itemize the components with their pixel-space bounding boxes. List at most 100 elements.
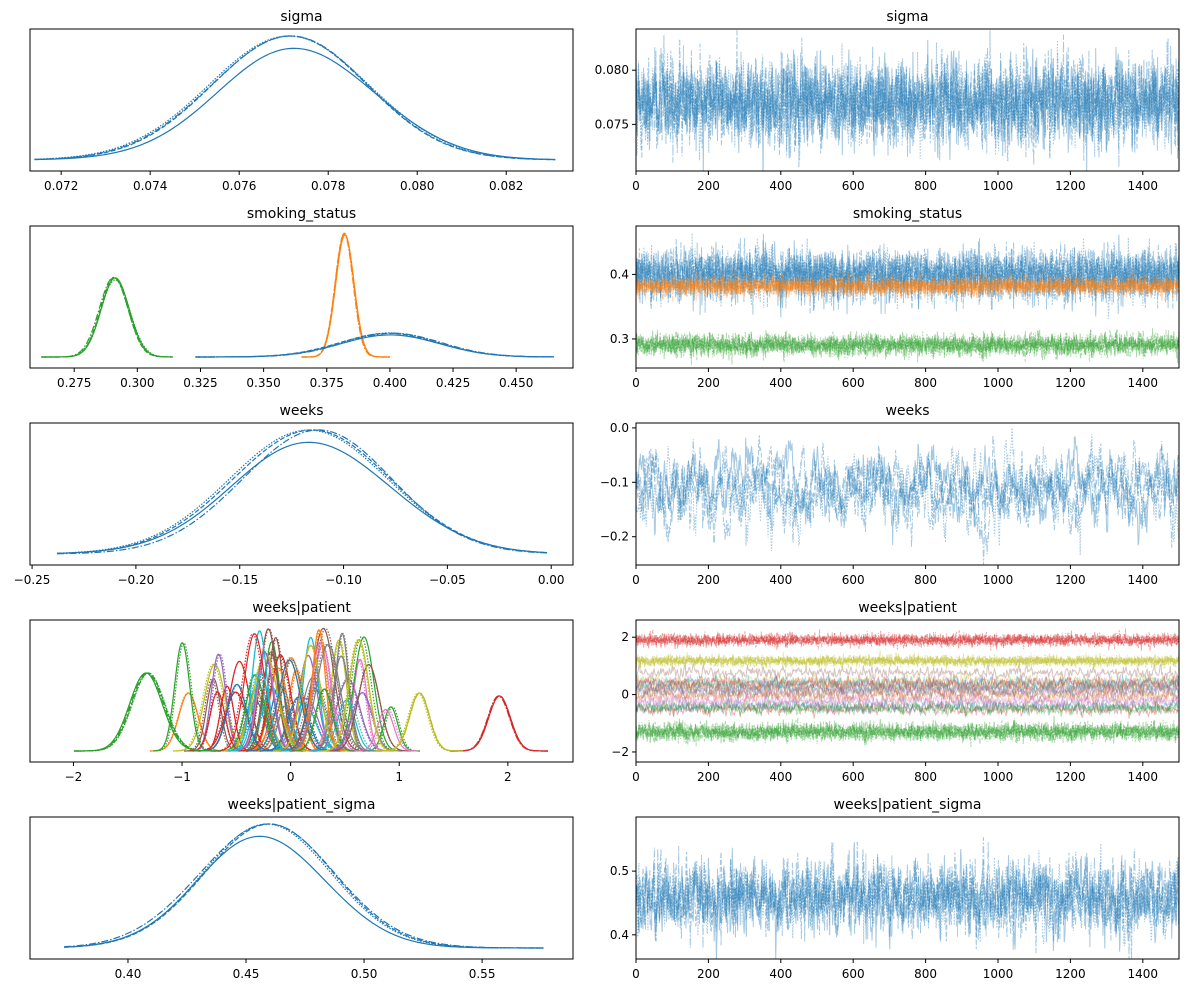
- y-tick-label: 0.5: [610, 864, 629, 878]
- kde-line: [198, 683, 276, 752]
- plot-area: [41, 232, 555, 358]
- x-tick-label: 1: [395, 770, 403, 784]
- trace-line: [636, 697, 1179, 719]
- plot-area: [64, 823, 544, 949]
- y-tick-label: −0.1: [600, 475, 629, 489]
- panel-title: weeks: [279, 403, 323, 419]
- kde-line: [292, 629, 345, 752]
- plot-area: [636, 232, 1179, 365]
- axes-frame: [29, 816, 574, 960]
- y-tick-label: 0.4: [610, 267, 629, 281]
- x-tick-label: 200: [697, 179, 720, 193]
- panel-wps_kde: weeks|patient_sigma 0.40 0.45 0.50 0.55: [29, 797, 574, 981]
- x-tick-label: 0.450: [499, 376, 533, 390]
- trace-line: [636, 670, 1179, 693]
- x-tick-label: 0.55: [469, 967, 496, 981]
- trace-line: [636, 690, 1179, 713]
- trace-line: [636, 628, 1179, 651]
- panel-title: weeks: [885, 403, 929, 419]
- axes-frame: [635, 28, 1180, 172]
- kde-line: [289, 688, 357, 752]
- trace-line: [636, 629, 1179, 652]
- trace-line: [636, 270, 1179, 302]
- trace-line: [636, 29, 1179, 168]
- x-tick-label: 0.275: [57, 376, 91, 390]
- trace-line: [636, 232, 1179, 319]
- kde-line: [34, 35, 556, 161]
- panel-wp_kde: weeks|patient −2 −1 0 1 2: [29, 600, 574, 784]
- x-tick-label: 400: [769, 376, 792, 390]
- x-tick-label: 800: [914, 376, 937, 390]
- panel-title: smoking_status: [247, 206, 356, 222]
- x-tick-label: 400: [769, 573, 792, 587]
- panel-sigma_trace: sigma 0 200 400 600 800 1000 1200 1400 0.075 0.080: [595, 9, 1180, 193]
- x-tick-label: 0.50: [351, 967, 378, 981]
- plot-area: [56, 429, 548, 555]
- x-tick-label: 400: [769, 770, 792, 784]
- axes-frame: [29, 28, 574, 172]
- x-tick-label: 0.425: [436, 376, 470, 390]
- trace-line: [636, 675, 1179, 696]
- x-tick-label: 800: [914, 179, 937, 193]
- x-tick-label: 400: [769, 179, 792, 193]
- trace-line: [636, 842, 1179, 959]
- trace-line: [636, 674, 1179, 692]
- x-tick-label: 0.400: [373, 376, 407, 390]
- kde-line: [259, 697, 350, 752]
- y-tick-label: 0.3: [610, 332, 629, 346]
- trace-line: [636, 38, 1179, 161]
- kde-line: [189, 691, 249, 752]
- x-tick-label: 0.082: [489, 179, 523, 193]
- kde-line: [247, 659, 336, 752]
- kde-line: [374, 692, 463, 752]
- trace-line: [636, 674, 1179, 693]
- axes-frame: [635, 225, 1180, 369]
- trace-line: [636, 39, 1179, 171]
- panel-wps_trace: weeks|patient_sigma 0 200 400 600 800 1000 1200…: [610, 797, 1180, 981]
- y-tick-label: 0.0: [610, 421, 629, 435]
- x-tick-label: 0.375: [310, 376, 344, 390]
- x-tick-label: 200: [697, 573, 720, 587]
- trace-line: [636, 695, 1179, 716]
- plot-area: [73, 627, 549, 752]
- x-tick-label: −0.05: [429, 573, 466, 587]
- panel-title: sigma: [886, 9, 928, 25]
- kde-line: [332, 658, 387, 752]
- x-tick-label: −0.25: [14, 573, 51, 587]
- kde-line: [198, 660, 279, 752]
- kde-line: [320, 639, 398, 752]
- trace-line: [636, 851, 1179, 950]
- trace-line: [636, 234, 1179, 318]
- x-tick-label: 1200: [1055, 376, 1086, 390]
- trace-line: [636, 427, 1179, 556]
- x-tick-label: 600: [842, 770, 865, 784]
- panel-title: sigma: [280, 9, 322, 25]
- x-tick-label: 0: [632, 967, 640, 981]
- axes-frame: [29, 225, 574, 369]
- trace-line: [636, 436, 1179, 547]
- trace-line: [636, 700, 1179, 718]
- x-tick-label: 0.45: [233, 967, 260, 981]
- panel-title: weeks|patient_sigma: [228, 797, 376, 813]
- kde-line: [289, 688, 357, 752]
- kde-line: [301, 232, 390, 358]
- trace-line: [636, 271, 1179, 302]
- x-tick-label: 1400: [1128, 376, 1159, 390]
- trace-line: [636, 717, 1179, 746]
- kde-line: [301, 233, 390, 358]
- kde-line: [56, 441, 548, 554]
- x-tick-label: 1200: [1055, 967, 1086, 981]
- x-tick-label: 1400: [1128, 770, 1159, 784]
- x-tick-label: 200: [697, 770, 720, 784]
- axes-frame: [635, 422, 1180, 566]
- trace-line: [636, 837, 1179, 959]
- kde-line: [450, 695, 549, 752]
- plot-area: [636, 628, 1179, 748]
- kde-line: [320, 639, 398, 752]
- plot-area: [636, 427, 1179, 565]
- x-tick-label: 0.080: [400, 179, 434, 193]
- trace-line: [636, 271, 1179, 302]
- kde-line: [450, 695, 549, 752]
- x-tick-label: 0: [632, 376, 640, 390]
